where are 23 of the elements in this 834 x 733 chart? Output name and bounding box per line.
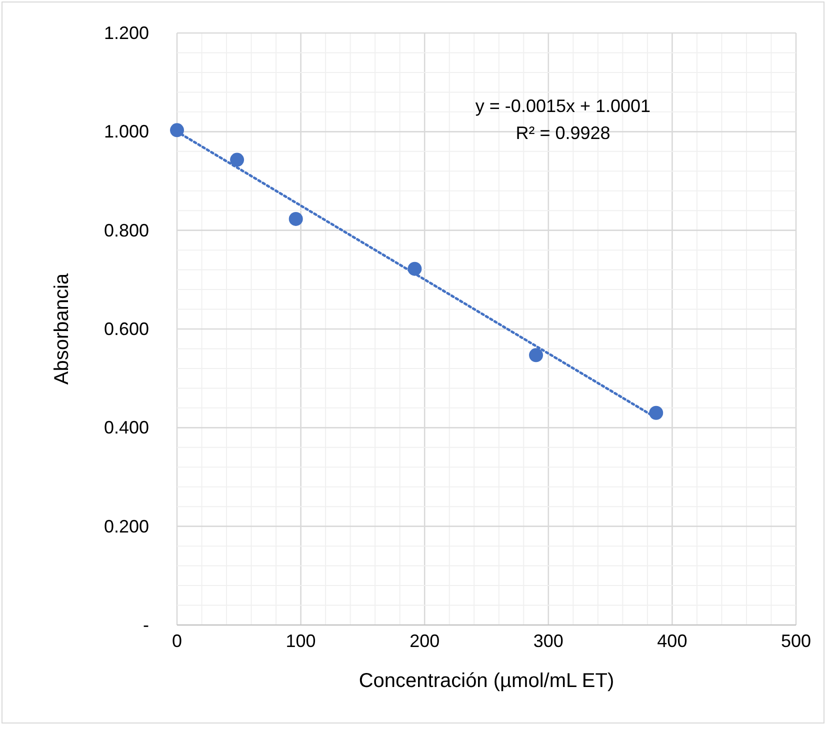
annotation: R² = 0.9928 [516,123,610,143]
y-tick-label: - [143,615,149,635]
point [230,152,244,167]
point [649,406,664,420]
x-tick-label: 300 [533,631,564,651]
x-tick-label: 200 [410,631,440,651]
y-tick-label: 0.200 [104,516,149,536]
x-tick-label: 100 [286,631,316,651]
x-tick-label: 400 [657,631,688,651]
y-tick-label: 1.200 [104,23,149,43]
annotation: y = -0.0015x + 1.0001 [475,96,651,116]
y-tick-label: 1.000 [104,122,149,142]
point [288,212,303,226]
x-axis-title: Concentración (µmol/mL ET) [358,670,614,692]
y-tick-label: 0.800 [104,220,149,240]
x-tick-label: 0 [172,631,182,651]
point [529,348,544,362]
y-tick-label: 0.600 [104,319,149,339]
y-axis-title: Absorbancia [51,272,73,385]
x-tick-label: 500 [780,631,812,651]
point [170,123,184,138]
y-tick-label: 0.400 [104,418,149,438]
point [408,262,422,276]
